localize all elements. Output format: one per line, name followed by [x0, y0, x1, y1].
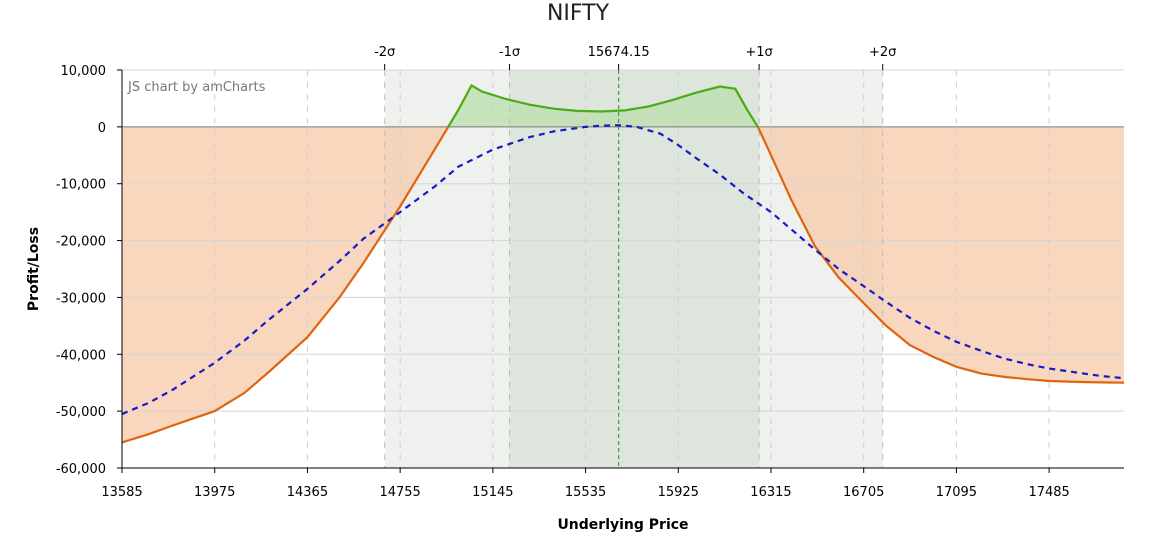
expected-pl-line [121, 124, 1125, 416]
x-tick-label-0: 13585 [101, 485, 142, 500]
payoff-line-profit [446, 83, 760, 127]
y-tick-label-3: -20,000 [56, 235, 106, 250]
spot-label: 15674.15 [588, 45, 650, 60]
profit-area [122, 85, 1124, 127]
sigma-label-3: +2σ [869, 45, 896, 60]
x-tick-label-1: 13975 [194, 485, 235, 500]
y-tick-label-2: -10,000 [56, 178, 106, 193]
loss-area [122, 126, 1124, 443]
x-tick-label-6: 15925 [658, 485, 699, 500]
x-tick-label-9: 17095 [936, 485, 977, 500]
x-tick-label-8: 16705 [843, 485, 884, 500]
y-axis-title: Profit/Loss [26, 227, 42, 311]
x-tick-label-7: 16315 [750, 485, 791, 500]
y-tick-label-0: 10,000 [61, 64, 107, 79]
y-tick-label-6: -50,000 [56, 405, 106, 420]
y-tick-label-4: -30,000 [56, 291, 106, 306]
y-tick-label-1: 0 [98, 121, 106, 136]
sigma-label-2: +1σ [745, 45, 772, 60]
axes [117, 64, 1124, 473]
x-axis-title: Underlying Price [557, 517, 688, 533]
series-lines [121, 83, 1125, 444]
area-fills [122, 85, 1124, 443]
payoff-line-loss [122, 126, 1124, 444]
x-tick-label-4: 15145 [472, 485, 513, 500]
x-tick-label-3: 14755 [379, 485, 420, 500]
sigma-label-1: -1σ [499, 45, 520, 60]
chart-title: NIFTY [547, 1, 610, 26]
labels: 10,000 0 -10,000 -20,000 -30,000 -40,000 -50,0… [26, 1, 1070, 533]
sigma-band-1 [509, 70, 760, 468]
y-tick-label-7: -60,000 [56, 462, 106, 477]
x-tick-label-10: 17485 [1028, 485, 1069, 500]
watermark-text: JS chart by amCharts [127, 80, 266, 95]
x-tick-label-5: 15535 [565, 485, 606, 500]
x-tick-label-2: 14365 [287, 485, 328, 500]
y-tick-label-5: -40,000 [56, 348, 106, 363]
sigma-label-0: -2σ [374, 45, 395, 60]
